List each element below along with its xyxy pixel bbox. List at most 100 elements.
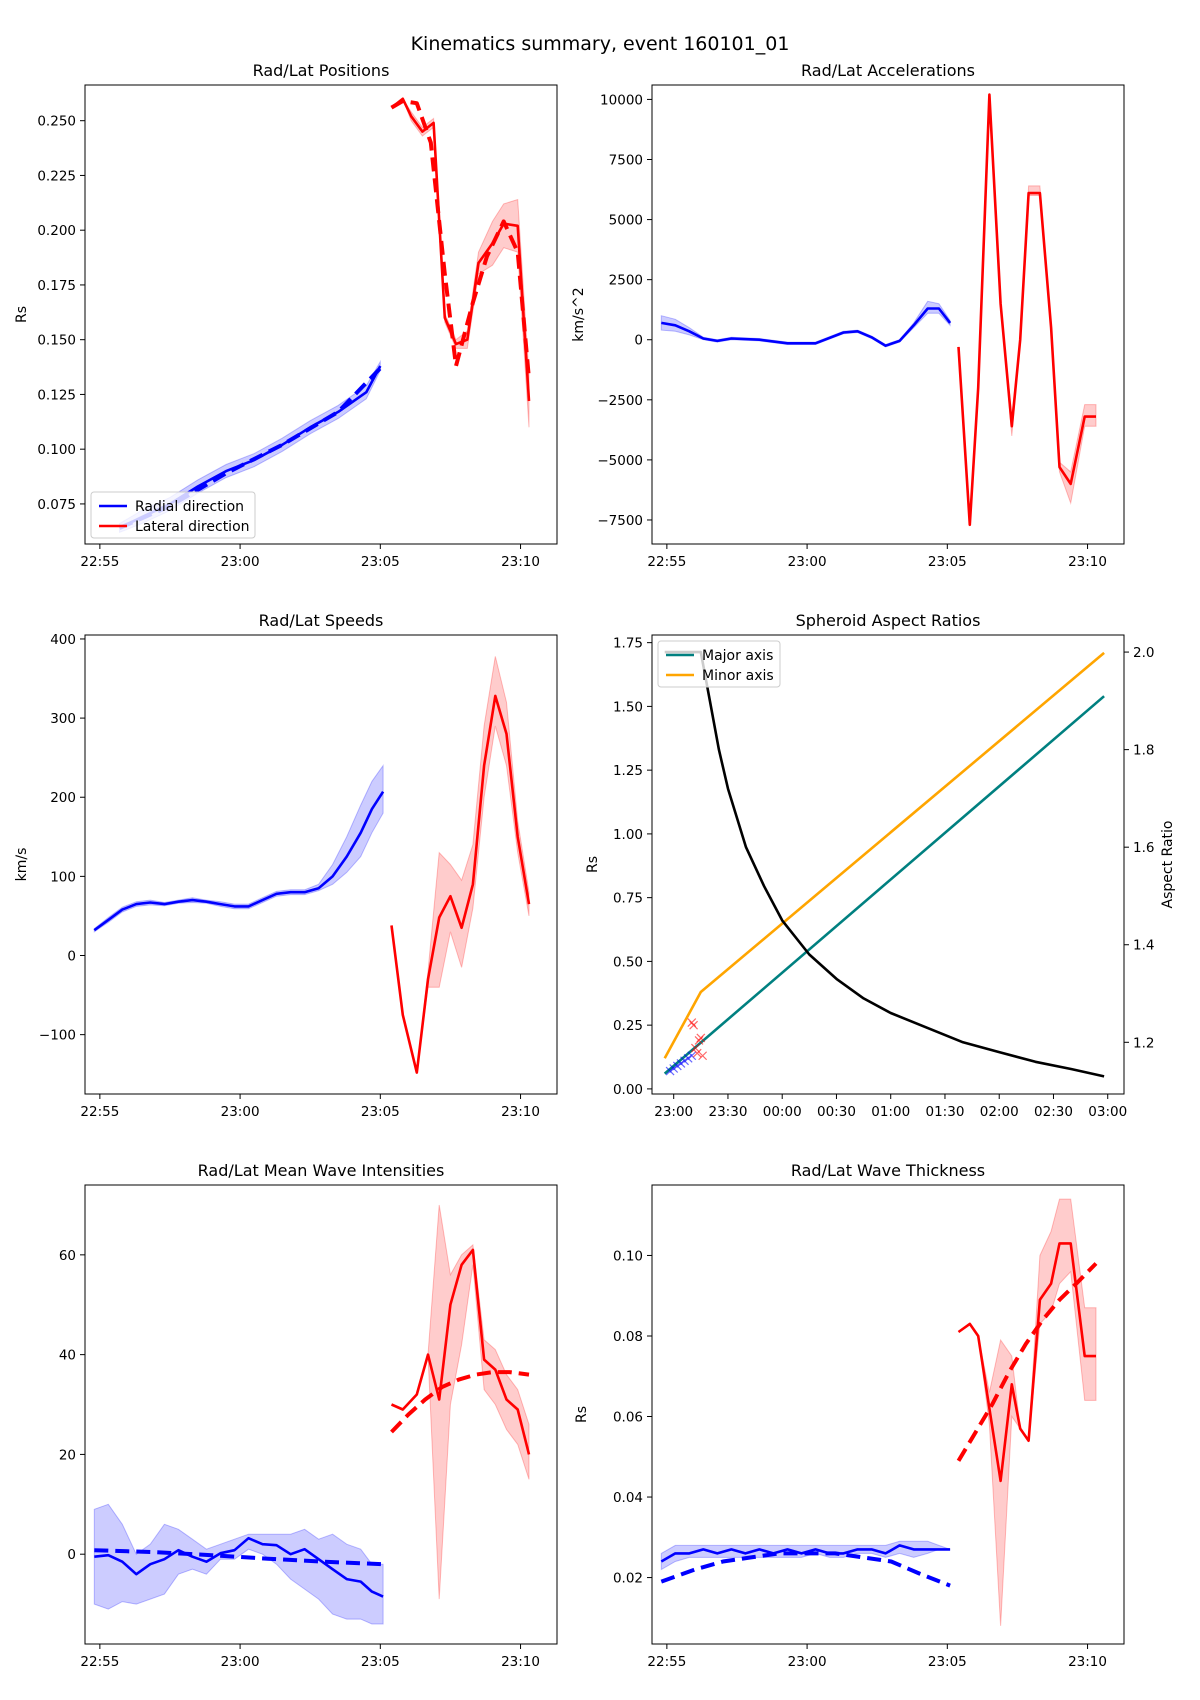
axes-frame: [651, 634, 1125, 1095]
y-axis-label: km/s: [14, 848, 30, 882]
x-tick-label: 22:55: [647, 554, 686, 570]
series-line: [93, 790, 385, 932]
y-tick-label: 0: [67, 949, 76, 965]
y-tick-label: 40: [59, 1348, 76, 1364]
y-tick-label: 100: [50, 869, 76, 885]
x-tick-label: 23:00: [221, 1654, 260, 1670]
x-tick-label: 23:10: [1068, 1654, 1107, 1670]
uncertainty-band: [93, 1503, 384, 1625]
x-tick-label: 02:30: [1034, 1104, 1073, 1120]
y-tick-label: 0.25: [613, 1018, 643, 1034]
axes-frame: [84, 84, 558, 545]
y2-tick-label: 1.6: [1133, 840, 1154, 856]
y-tick-label: 0.075: [37, 497, 76, 513]
axes-frame: [651, 1184, 1125, 1645]
x-tick-label: 23:00: [788, 554, 827, 570]
chart-title: Rad/Lat Mean Wave Intensities: [198, 1161, 445, 1180]
legend-label: Lateral direction: [135, 519, 250, 535]
y-tick-label: 0.75: [613, 891, 643, 907]
y-tick-label: 0.125: [37, 387, 76, 403]
x-tick-label: 22:55: [80, 1654, 119, 1670]
data-marker: [690, 1043, 700, 1053]
x-tick-label: 23:00: [788, 1654, 827, 1670]
fit-line: [660, 1551, 951, 1588]
data-marker: [687, 1051, 697, 1061]
legend-label: Radial direction: [135, 499, 244, 515]
y-tick-label: 20: [59, 1447, 76, 1463]
x-tick-label: 23:05: [361, 1654, 400, 1670]
x-tick-label: 00:30: [817, 1104, 856, 1120]
uncertainty-band: [958, 1198, 1097, 1626]
y2-axis-label: Aspect Ratio: [1160, 821, 1176, 909]
series-line: [390, 1248, 531, 1455]
data-marker: [692, 1048, 702, 1058]
plot-area: [93, 1204, 531, 1625]
axes-frame: [84, 634, 558, 1095]
x-tick-label: 22:55: [647, 1654, 686, 1670]
data-marker: [689, 1020, 699, 1030]
legend: Major axis Minor axis: [657, 640, 781, 688]
y-tick-label: 1.25: [613, 763, 643, 779]
y2-tick-label: 1.2: [1133, 1035, 1154, 1051]
x-tick-label: 23:10: [501, 554, 540, 570]
x-tick-label: 23:30: [709, 1104, 748, 1120]
chart-title: Rad/Lat Wave Thickness: [791, 1161, 985, 1180]
legend-box: [90, 491, 256, 539]
x-tick-label: 22:55: [80, 1104, 119, 1120]
chart-title: Rad/Lat Accelerations: [801, 61, 975, 80]
series-line: [663, 695, 1105, 1075]
y-tick-label: 1.75: [613, 636, 643, 652]
legend-label: Major axis: [702, 648, 773, 664]
y-tick-label: 0: [634, 333, 643, 349]
y-tick-label: 0.04: [613, 1490, 643, 1506]
legend: Radial direction Lateral direction: [90, 491, 256, 539]
y-tick-label: 0: [67, 1547, 76, 1563]
x-tick-label: 23:00: [221, 554, 260, 570]
y-tick-label: 400: [50, 632, 76, 648]
y-tick-label: 0.10: [613, 1248, 643, 1264]
fit-line: [390, 1370, 530, 1434]
series-line: [390, 694, 531, 1074]
data-marker: [696, 1033, 706, 1043]
chart-thickness: Rad/Lat Wave Thickness 22:55 23:00 23:05 23:…: [574, 1161, 1125, 1670]
data-marker: [698, 1051, 708, 1061]
y-tick-label: −7500: [597, 513, 643, 529]
y-tick-label: 0.00: [613, 1082, 643, 1098]
y-tick-label: 0.250: [37, 114, 76, 130]
x-tick-label: 23:05: [361, 1104, 400, 1120]
y-tick-label: 60: [59, 1248, 76, 1264]
figure-title: Kinematics summary, event 160101_01: [411, 33, 790, 55]
x-tick-label: 23:10: [501, 1654, 540, 1670]
y-tick-label: 0.06: [613, 1410, 643, 1426]
x-tick-label: 01:00: [871, 1104, 910, 1120]
y-axis-label: Rs: [14, 306, 30, 323]
y-tick-label: 0.50: [613, 954, 643, 970]
chart-title: Rad/Lat Positions: [253, 61, 390, 80]
series-line: [663, 651, 1105, 1059]
y-tick-label: 0.08: [613, 1329, 643, 1345]
y-tick-label: 0.02: [613, 1571, 643, 1587]
plot-area: [663, 650, 1105, 1078]
x-tick-label: 23:10: [501, 1104, 540, 1120]
fit-line: [390, 99, 531, 380]
y-tick-label: 0.150: [37, 333, 76, 349]
chart-speeds: Rad/Lat Speeds 22:55 23:00 23:05 23:10 −100 0 1…: [14, 611, 558, 1120]
legend-label: Minor axis: [702, 668, 774, 684]
y-tick-label: 0.175: [37, 278, 76, 294]
series-line: [94, 1536, 384, 1598]
y-tick-label: −2500: [597, 393, 643, 409]
series-line: [664, 650, 1105, 1078]
x-tick-label: 23:05: [928, 554, 967, 570]
y-axis-label: km/s^2: [571, 287, 587, 341]
x-tick-label: 22:55: [80, 554, 119, 570]
plot-area: [93, 656, 531, 1074]
series-line: [957, 93, 1096, 527]
chart-title: Rad/Lat Speeds: [259, 611, 384, 630]
y-tick-label: 1.50: [613, 699, 643, 715]
chart-accelerations: Rad/Lat Accelerations 22:55 23:00 23:05 23:1…: [571, 61, 1125, 570]
plot-area: [660, 93, 1097, 527]
y-tick-label: 0.225: [37, 168, 76, 184]
y2-tick-label: 1.8: [1133, 743, 1154, 759]
